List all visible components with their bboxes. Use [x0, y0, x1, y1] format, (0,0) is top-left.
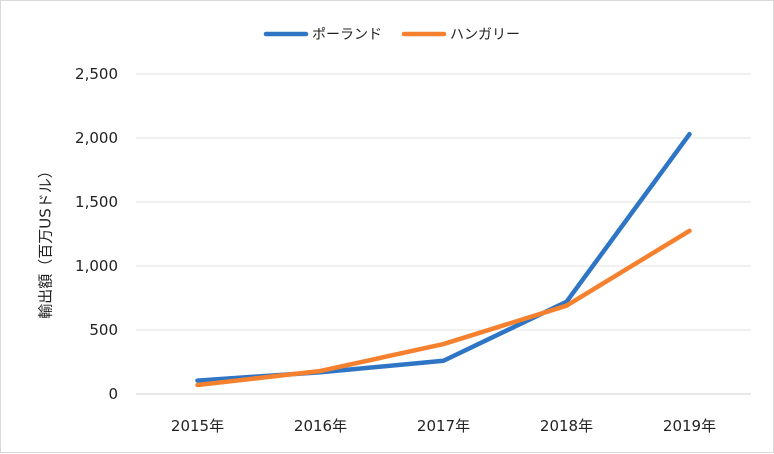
- y-tick-label: 1,000: [75, 257, 118, 275]
- x-tick-label: 2019年: [663, 417, 716, 435]
- y-axis-title: 輸出額（百万USドル）: [37, 163, 55, 319]
- x-tick-label: 2018年: [540, 417, 593, 435]
- legend-label: ハンガリー: [450, 27, 520, 43]
- x-tick-label: 2017年: [417, 417, 470, 435]
- y-tick-label: 2,000: [75, 129, 118, 147]
- legend-label: ポーランド: [312, 27, 382, 43]
- y-tick-label: 2,500: [75, 65, 118, 83]
- y-tick-label: 500: [89, 321, 118, 339]
- y-tick-label: 0: [108, 385, 118, 403]
- x-tick-label: 2015年: [171, 417, 224, 435]
- y-tick-labels: 0 500 1,000 1,500 2,000 2,500: [75, 65, 118, 403]
- x-tick-labels: 2015年 2016年 2017年 2018年 2019年: [171, 417, 716, 435]
- legend: ポーランド ハンガリー: [266, 27, 520, 43]
- y-tick-label: 1,500: [75, 193, 118, 211]
- x-tick-label: 2016年: [294, 417, 347, 435]
- series-lines: [197, 134, 689, 385]
